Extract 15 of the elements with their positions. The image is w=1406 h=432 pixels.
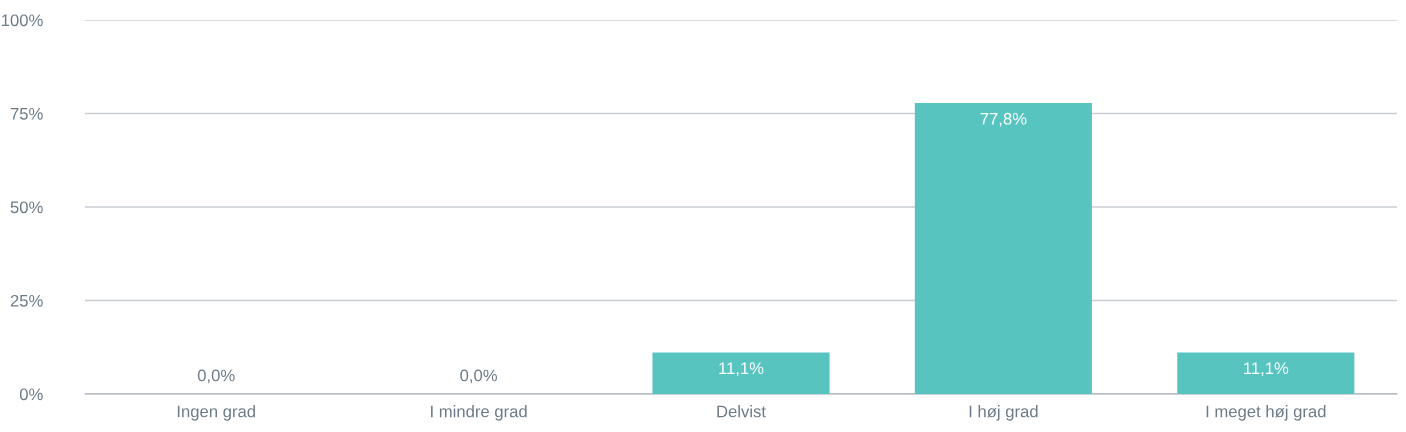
x-tick-label: I meget høj grad bbox=[1206, 405, 1326, 421]
data-label: 77,8% bbox=[980, 112, 1027, 127]
x-tick-label: Delvist bbox=[717, 405, 766, 418]
y-tick-label: 25% bbox=[10, 294, 43, 307]
data-label: 0,0% bbox=[197, 369, 235, 384]
y-tick-label: 50% bbox=[10, 201, 43, 214]
x-tick-label: Ingen grad bbox=[177, 405, 255, 421]
y-tick-label: 100% bbox=[1, 14, 43, 27]
x-tick-label: I mindre grad bbox=[431, 405, 527, 421]
y-tick-label: 0% bbox=[19, 388, 43, 401]
data-label: 11,1% bbox=[719, 362, 764, 377]
data-label: 0,0% bbox=[460, 369, 497, 384]
x-tick-label: I høj grad bbox=[969, 405, 1038, 421]
data-label: 11,1% bbox=[1244, 362, 1289, 377]
y-tick-label: 75% bbox=[10, 107, 43, 120]
